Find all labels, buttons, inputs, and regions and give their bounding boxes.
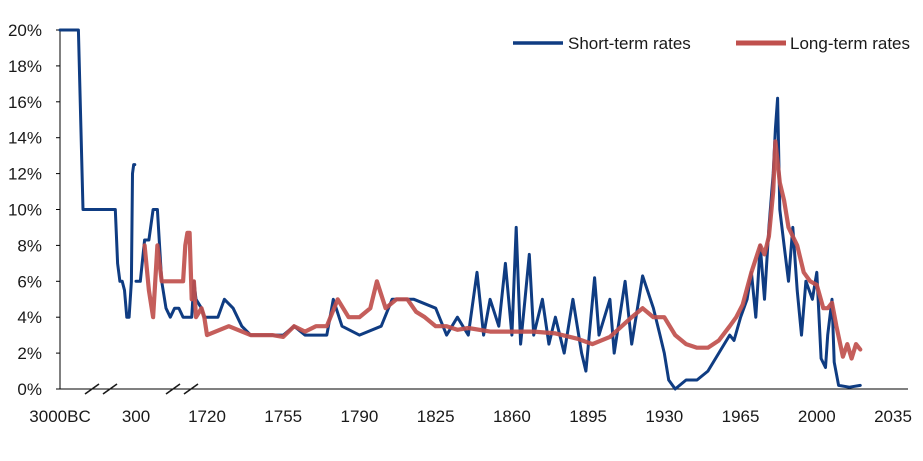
x-tick-label: 1755 xyxy=(264,407,302,426)
series-long-term-rates xyxy=(142,139,863,361)
axes: 0% 2% 4% 6% 8% 10% 12% 14% 16% 18% 20% 3000BC 300 172… xyxy=(8,21,912,426)
x-tick-label: 2000 xyxy=(798,407,836,426)
x-tick-label: 2035 xyxy=(874,407,912,426)
plot-area xyxy=(58,28,863,391)
short-term-rates-line xyxy=(134,96,862,391)
long-term-rates-line xyxy=(142,139,863,361)
y-tick-label: 4% xyxy=(17,308,42,327)
legend-label-short-term: Short-term rates xyxy=(568,34,691,53)
y-tick-label: 10% xyxy=(8,201,42,220)
x-tick-label: 1825 xyxy=(417,407,455,426)
x-tick-label: 1790 xyxy=(341,407,379,426)
x-tick-label: 1860 xyxy=(493,407,531,426)
y-tick-label: 20% xyxy=(8,21,42,40)
y-tick-label: 14% xyxy=(8,129,42,148)
x-tick-label: 1930 xyxy=(645,407,683,426)
axis-break-slash xyxy=(102,383,118,395)
x-tick-label: 1895 xyxy=(569,407,607,426)
x-tick-label: 3000BC xyxy=(29,407,90,426)
x-tick-label: 1720 xyxy=(188,407,226,426)
legend-label-long-term: Long-term rates xyxy=(790,34,910,53)
axis-break-slash xyxy=(84,383,100,395)
axis-breaks xyxy=(84,383,199,395)
axis-break-slash xyxy=(183,383,199,395)
y-tick-label: 12% xyxy=(8,165,42,184)
axis-break-slash xyxy=(165,383,181,395)
y-tick-label: 2% xyxy=(17,344,42,363)
x-tick-label: 300 xyxy=(122,407,150,426)
series-short-term-rates xyxy=(58,28,862,391)
legend: Short-term rates Long-term rates xyxy=(513,34,910,53)
y-tick-label: 18% xyxy=(8,57,42,76)
y-tick-label: 0% xyxy=(17,380,42,399)
y-tick-label: 8% xyxy=(17,236,42,255)
short-term-rates-line xyxy=(58,28,137,319)
y-tick-label: 6% xyxy=(17,272,42,291)
y-tick-label: 16% xyxy=(8,93,42,112)
x-tick-label: 1965 xyxy=(722,407,760,426)
